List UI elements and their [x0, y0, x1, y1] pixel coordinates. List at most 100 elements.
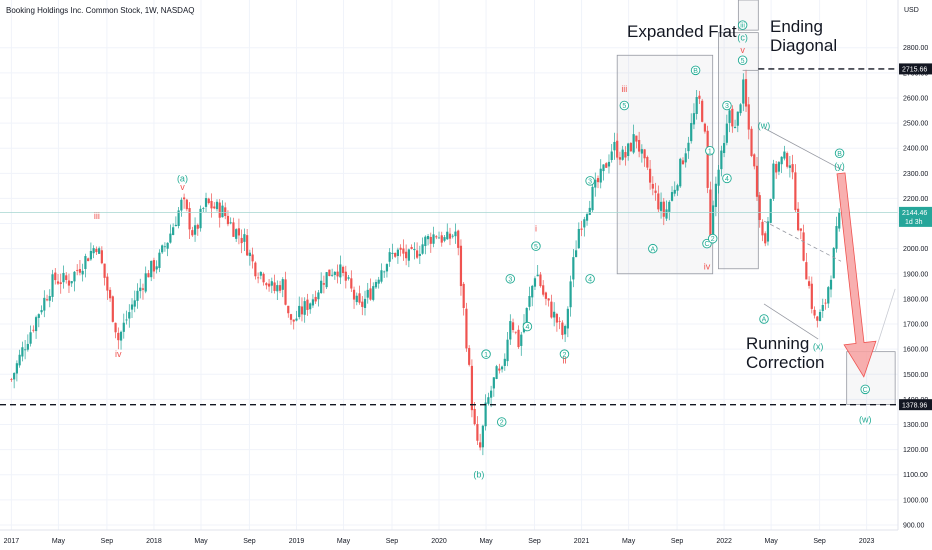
- candle-body: [750, 128, 753, 156]
- candle-body: [399, 247, 402, 250]
- candle-body: [172, 227, 175, 235]
- candle-body: [207, 198, 210, 204]
- wave-label: iii: [740, 23, 745, 30]
- candle-body: [152, 260, 156, 272]
- wave-label: 3: [588, 178, 592, 185]
- candle-body: [339, 264, 342, 278]
- candle-body: [818, 311, 822, 322]
- candle-body: [695, 97, 698, 115]
- candle-body: [728, 110, 731, 123]
- candle-body: [18, 354, 21, 366]
- candle-body: [300, 306, 304, 315]
- candle-body: [278, 285, 282, 291]
- x-tick-label: May: [52, 538, 66, 545]
- x-tick-label: 2019: [289, 538, 305, 545]
- wave-label-circle: [737, 20, 748, 30]
- candle-body: [48, 296, 51, 301]
- candle-body: [87, 258, 90, 262]
- candle-body: [314, 296, 317, 302]
- candle-body: [281, 279, 284, 290]
- wave-label: (c): [737, 33, 748, 43]
- candle-body: [257, 277, 260, 279]
- candle-body: [328, 269, 331, 277]
- candle-body: [155, 266, 158, 270]
- candle-body: [243, 234, 246, 242]
- candle-body: [84, 256, 87, 269]
- candle-body: [468, 348, 471, 365]
- target-fan-line: [874, 288, 896, 352]
- time-axis[interactable]: 2017 May Sep 2018 May Sep 2019 May Sep 2020 May Sep…: [4, 538, 875, 545]
- candle-body: [317, 292, 320, 300]
- candle-body: [805, 262, 808, 280]
- candle-body: [333, 271, 336, 275]
- candle-body: [95, 248, 98, 253]
- ending-diagonal-label-line: Ending: [770, 17, 823, 36]
- candle-body: [712, 205, 715, 241]
- candle-body: [723, 143, 726, 154]
- candle-body: [698, 95, 701, 99]
- candle-body: [150, 260, 153, 278]
- wave-label: B: [837, 151, 842, 158]
- candle-body: [177, 210, 180, 227]
- candle-body: [402, 248, 405, 254]
- candle-body: [733, 126, 737, 129]
- candle-body: [786, 153, 789, 167]
- candle-body: [495, 366, 498, 379]
- candle-body: [226, 215, 230, 225]
- candle-body: [533, 278, 537, 287]
- candle-body: [352, 289, 356, 300]
- wave-label: iii: [94, 211, 100, 221]
- candle-body: [473, 408, 476, 425]
- candle-body: [797, 208, 800, 231]
- x-tick-label: Sep: [243, 538, 256, 545]
- candle-body: [525, 307, 528, 323]
- candle-body: [193, 225, 197, 235]
- candle-body: [555, 313, 558, 323]
- candle-body: [638, 140, 641, 152]
- candle-body: [196, 224, 199, 229]
- running-lower: [763, 303, 819, 340]
- candle-body: [363, 298, 367, 308]
- candle-body: [237, 228, 241, 236]
- ending-diagonal-label-line: Diagonal: [770, 36, 837, 55]
- candle-body: [298, 305, 301, 318]
- candle-body: [799, 228, 802, 231]
- ending-diagonal-label: Ending Diagonal: [770, 17, 837, 55]
- candle-body: [769, 198, 772, 223]
- price-label-bg: [899, 206, 932, 227]
- x-tick-label: 2021: [574, 538, 590, 545]
- candle-body: [816, 316, 819, 321]
- candle-body: [511, 322, 515, 331]
- candle-body: [657, 193, 660, 210]
- wave-label: B: [693, 68, 698, 75]
- candle-body: [163, 246, 167, 248]
- candle-body: [394, 252, 397, 257]
- candle-body: [139, 287, 142, 292]
- candle-body: [331, 274, 334, 276]
- candle-body: [125, 319, 128, 321]
- wave-label: 5: [741, 58, 745, 65]
- candle-body: [385, 264, 389, 272]
- candle-body: [539, 274, 542, 287]
- candle-body: [547, 298, 550, 301]
- candle-body: [322, 283, 325, 285]
- candle-body: [788, 165, 791, 168]
- candle-body: [117, 332, 120, 341]
- candle-body: [602, 164, 605, 172]
- candle-body: [758, 195, 761, 221]
- wave-label-circle: [690, 65, 701, 76]
- candle-body: [574, 250, 578, 258]
- candle-body: [221, 205, 224, 218]
- candle-body: [487, 397, 490, 404]
- x-tick-label: 2018: [146, 538, 162, 545]
- wave-label: v: [740, 45, 745, 55]
- candle-body: [169, 233, 172, 243]
- candle-body: [361, 301, 364, 307]
- wave-label: iii: [621, 84, 627, 94]
- candle-body: [827, 287, 830, 304]
- candle-body: [429, 236, 432, 244]
- wave-label: 5: [534, 244, 538, 251]
- candle-body: [229, 222, 232, 224]
- candle-body: [725, 123, 728, 143]
